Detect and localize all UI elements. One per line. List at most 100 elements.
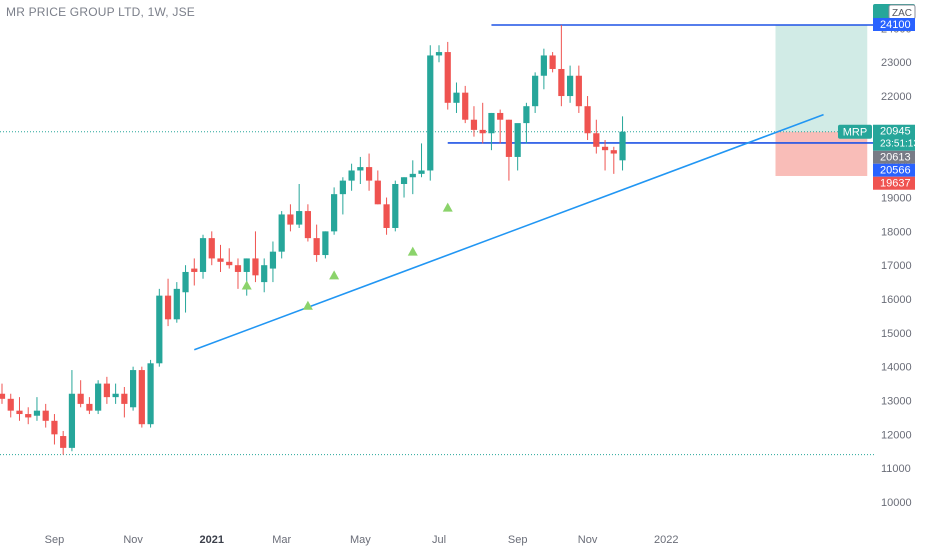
candle-body [322, 231, 329, 256]
candle-7 [60, 430, 67, 455]
candle-58 [505, 119, 513, 181]
candle-63 [549, 52, 556, 73]
price-label-bg [873, 176, 915, 190]
triangle-marker-4 [442, 202, 453, 212]
candle-body [60, 436, 67, 448]
price-axis[interactable]: 10000 11000 12000 13000 14000 15000 16000 17000… [881, 23, 912, 509]
candle-52 [453, 82, 460, 113]
candle-35 [304, 204, 311, 242]
candle-37 [322, 231, 329, 259]
candle-body [191, 268, 198, 272]
candle-4 [33, 397, 41, 421]
candle-body [86, 403, 93, 411]
candle-body [339, 180, 346, 195]
candle-body [173, 288, 180, 320]
candle-body [383, 204, 390, 228]
triangle-marker-2 [329, 270, 340, 280]
candle-16 [138, 366, 145, 428]
candle-32 [278, 211, 285, 259]
candle-12 [103, 376, 110, 404]
position-stop-zone [775, 131, 868, 176]
candle-8 [68, 370, 76, 452]
candle-body [357, 167, 364, 171]
candle-body [112, 393, 119, 398]
candle-0 [0, 383, 6, 404]
candle-body [558, 68, 565, 97]
price-label-bg [873, 163, 915, 177]
candle-body [523, 106, 530, 124]
candles [0, 25, 626, 455]
candle-50 [435, 45, 443, 63]
price-label-countdown: 23:51:13 [880, 139, 919, 150]
x-tick-label: Jul [432, 534, 446, 546]
price-label-value: 20945 [880, 126, 911, 138]
position-tool[interactable] [775, 25, 868, 176]
candle-55 [479, 102, 486, 144]
candle-body [304, 211, 311, 239]
candle-49 [427, 45, 434, 181]
candle-54 [470, 106, 478, 137]
price-label-value: 19637 [880, 178, 911, 190]
candle-body [610, 150, 617, 154]
candle-body [296, 211, 303, 225]
candle-body [7, 398, 14, 411]
candle-body [400, 177, 408, 184]
y-tick-label: 18000 [881, 226, 912, 238]
candle-body [42, 410, 49, 421]
candle-26 [226, 248, 233, 269]
candle-40 [348, 163, 355, 191]
candle-68 [593, 119, 600, 154]
candle-body [252, 258, 259, 276]
y-tick-label: 10000 [881, 497, 912, 509]
x-tick-label: Nov [123, 534, 143, 546]
candle-body [278, 214, 285, 252]
candle-body [199, 238, 207, 272]
candle-3 [25, 407, 32, 425]
price-label-bg [873, 150, 915, 164]
candle-body [95, 383, 102, 411]
candle-62 [540, 48, 547, 90]
candle-body [418, 170, 425, 174]
candle-21 [182, 265, 189, 313]
candle-body [427, 55, 434, 171]
candle-body [77, 393, 84, 404]
candle-5 [42, 403, 49, 428]
candle-body [540, 55, 547, 76]
candle-body [269, 251, 277, 269]
y-tick-label: 11000 [881, 463, 911, 475]
candle-42 [365, 153, 373, 191]
candle-body [182, 271, 189, 293]
y-tick-label: 13000 [881, 396, 912, 408]
y-tick-label: 12000 [881, 429, 912, 441]
y-tick-label: 15000 [881, 328, 912, 340]
time-axis[interactable]: Sep Nov 2021 Mar May Jul Sep Nov 2022 [45, 534, 679, 546]
candle-body [374, 180, 381, 205]
candle-56 [488, 112, 495, 151]
candle-39 [339, 177, 346, 215]
candle-body [593, 133, 600, 147]
candle-70 [610, 146, 617, 174]
candle-body [619, 131, 626, 161]
triangle-marker-3 [407, 246, 418, 256]
candle-23 [199, 234, 207, 279]
candle-body [226, 261, 233, 266]
candle-6 [51, 414, 58, 445]
candle-body [138, 370, 145, 425]
candle-body [348, 170, 355, 181]
trend-line-segment [194, 113, 824, 351]
candle-9 [77, 380, 84, 408]
candle-body [488, 112, 495, 134]
candle-body [147, 363, 154, 425]
y-tick-label: 23000 [881, 57, 912, 69]
candle-44 [383, 197, 390, 235]
candle-body [584, 106, 591, 134]
candle-48 [418, 143, 425, 178]
candle-body [601, 146, 609, 151]
price-label-3: 20566 [873, 163, 915, 177]
candle-45 [392, 180, 399, 232]
candle-38 [331, 187, 338, 235]
trend-line[interactable] [194, 113, 824, 351]
candle-body [68, 393, 76, 448]
